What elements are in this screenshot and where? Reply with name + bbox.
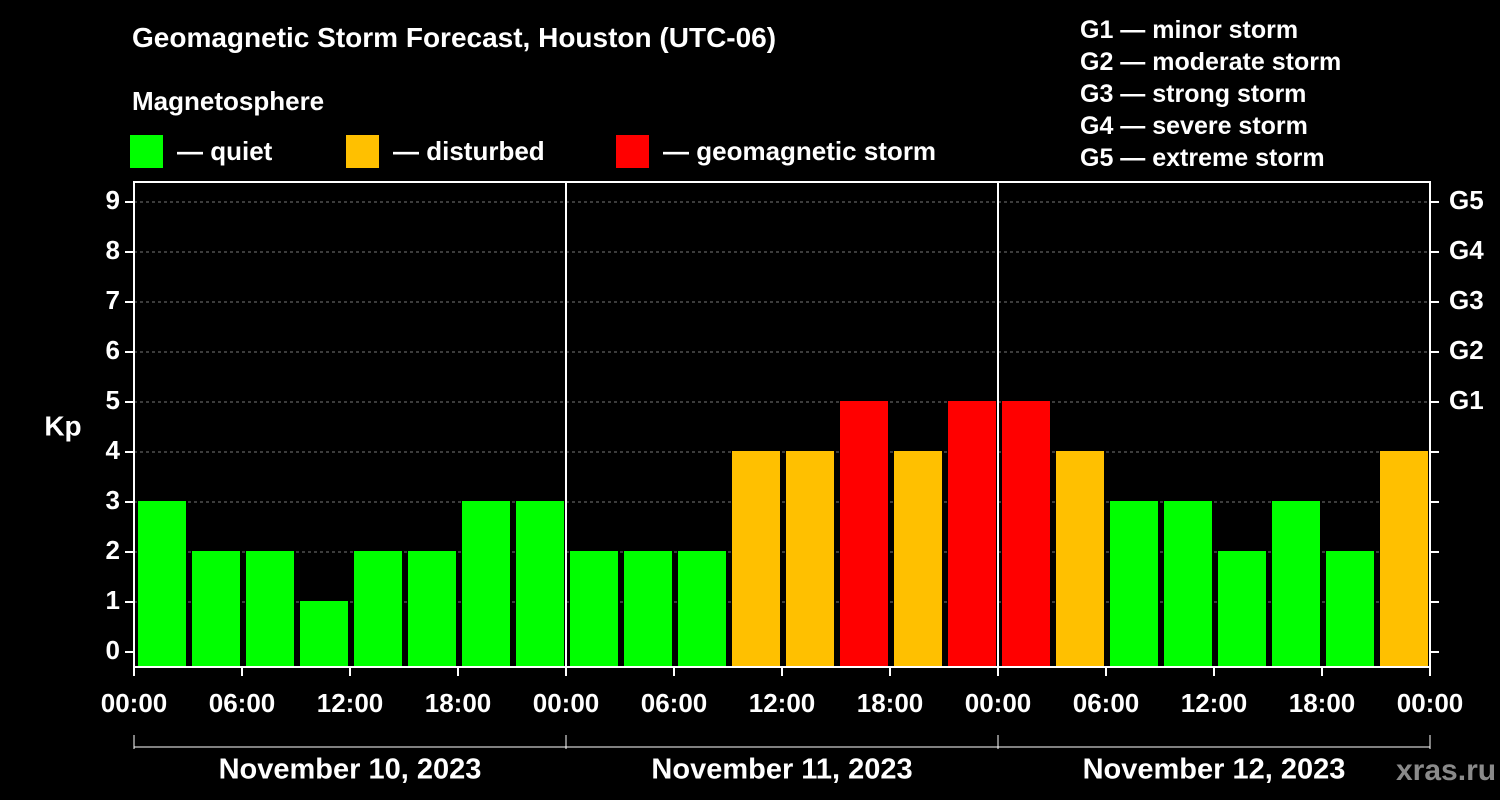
y-tick-label-5: 5	[106, 385, 120, 415]
storm-level-g2: G2 — moderate storm	[1080, 48, 1342, 76]
day-label-1: November 11, 2023	[651, 754, 912, 786]
y-tick-label-9: 9	[106, 185, 120, 215]
y-axis-label: Kp	[44, 410, 81, 441]
x-tick-label-2: 12:00	[317, 688, 384, 718]
bar-8	[570, 551, 618, 667]
right-label-g5: G5	[1449, 185, 1484, 215]
x-tick-label-11: 18:00	[1289, 688, 1356, 718]
legend-label-quiet: — quiet	[177, 135, 273, 166]
bar-10	[678, 551, 726, 667]
watermark: xras.ru	[1396, 754, 1497, 787]
legend-swatch-storm	[616, 134, 649, 168]
storm-level-g3: G3 — strong storm	[1080, 80, 1307, 108]
right-label-g4: G4	[1449, 235, 1484, 265]
y-tick-label-6: 6	[106, 335, 120, 365]
bar-21	[1272, 501, 1320, 667]
bar-2	[246, 551, 294, 667]
bar-5	[408, 551, 456, 667]
x-tick-label-5: 06:00	[641, 688, 708, 718]
bar-13	[840, 401, 888, 667]
y-tick-label-8: 8	[106, 235, 120, 265]
bar-14	[894, 451, 942, 667]
x-tick-label-10: 12:00	[1181, 688, 1248, 718]
bar-3	[300, 601, 348, 667]
storm-level-g4: G4 — severe storm	[1080, 112, 1308, 140]
x-tick-label-0: 00:00	[101, 688, 168, 718]
legend-swatch-quiet	[130, 134, 163, 168]
y-tick-label-3: 3	[106, 485, 120, 515]
day-label-2: November 12, 2023	[1083, 754, 1346, 786]
bar-12	[786, 451, 834, 667]
bar-11	[732, 451, 780, 667]
chart-title: Geomagnetic Storm Forecast, Houston (UTC…	[132, 22, 777, 53]
bar-9	[624, 551, 672, 667]
y-tick-label-0: 0	[106, 635, 120, 665]
bar-18	[1110, 501, 1158, 667]
y-tick-label-2: 2	[106, 535, 120, 565]
x-tick-label-7: 18:00	[857, 688, 924, 718]
bar-7	[516, 501, 564, 667]
legend-item-storm: — geomagnetic storm	[616, 134, 936, 168]
legend-label-storm: — geomagnetic storm	[663, 135, 937, 166]
y-tick-label-7: 7	[106, 285, 120, 315]
y-tick-label-1: 1	[106, 585, 120, 615]
bar-23	[1380, 451, 1428, 667]
bar-0	[138, 501, 186, 667]
x-tick-label-12: 00:00	[1397, 688, 1464, 718]
legend-label-disturbed: — disturbed	[393, 135, 545, 166]
bar-1	[192, 551, 240, 667]
storm-level-g5: G5 — extreme storm	[1080, 144, 1325, 172]
x-tick-label-3: 18:00	[425, 688, 492, 718]
chart-subtitle: Magnetosphere	[132, 86, 325, 116]
legend-item-quiet: — quiet	[130, 134, 272, 168]
bar-19	[1164, 501, 1212, 667]
legend-item-disturbed: — disturbed	[346, 134, 545, 168]
x-tick-label-4: 00:00	[533, 688, 600, 718]
right-label-g3: G3	[1449, 285, 1484, 315]
bar-6	[462, 501, 510, 667]
y-tick-label-4: 4	[106, 435, 121, 465]
bar-15	[948, 401, 996, 667]
bar-4	[354, 551, 402, 667]
storm-level-legend: G1 — minor storm G2 — moderate storm G3 …	[1080, 14, 1341, 174]
x-tick-label-8: 00:00	[965, 688, 1032, 718]
day-label-0: November 10, 2023	[219, 754, 482, 786]
legend-swatch-disturbed	[346, 134, 379, 168]
x-tick-label-6: 12:00	[749, 688, 816, 718]
bar-20	[1218, 551, 1266, 667]
x-tick-label-9: 06:00	[1073, 688, 1140, 718]
x-tick-label-1: 06:00	[209, 688, 276, 718]
right-label-g1: G1	[1449, 385, 1484, 415]
bar-22	[1326, 551, 1374, 667]
bar-16	[1002, 401, 1050, 667]
bar-17	[1056, 451, 1104, 667]
right-label-g2: G2	[1449, 335, 1484, 365]
storm-level-g1: G1 — minor storm	[1080, 16, 1299, 44]
